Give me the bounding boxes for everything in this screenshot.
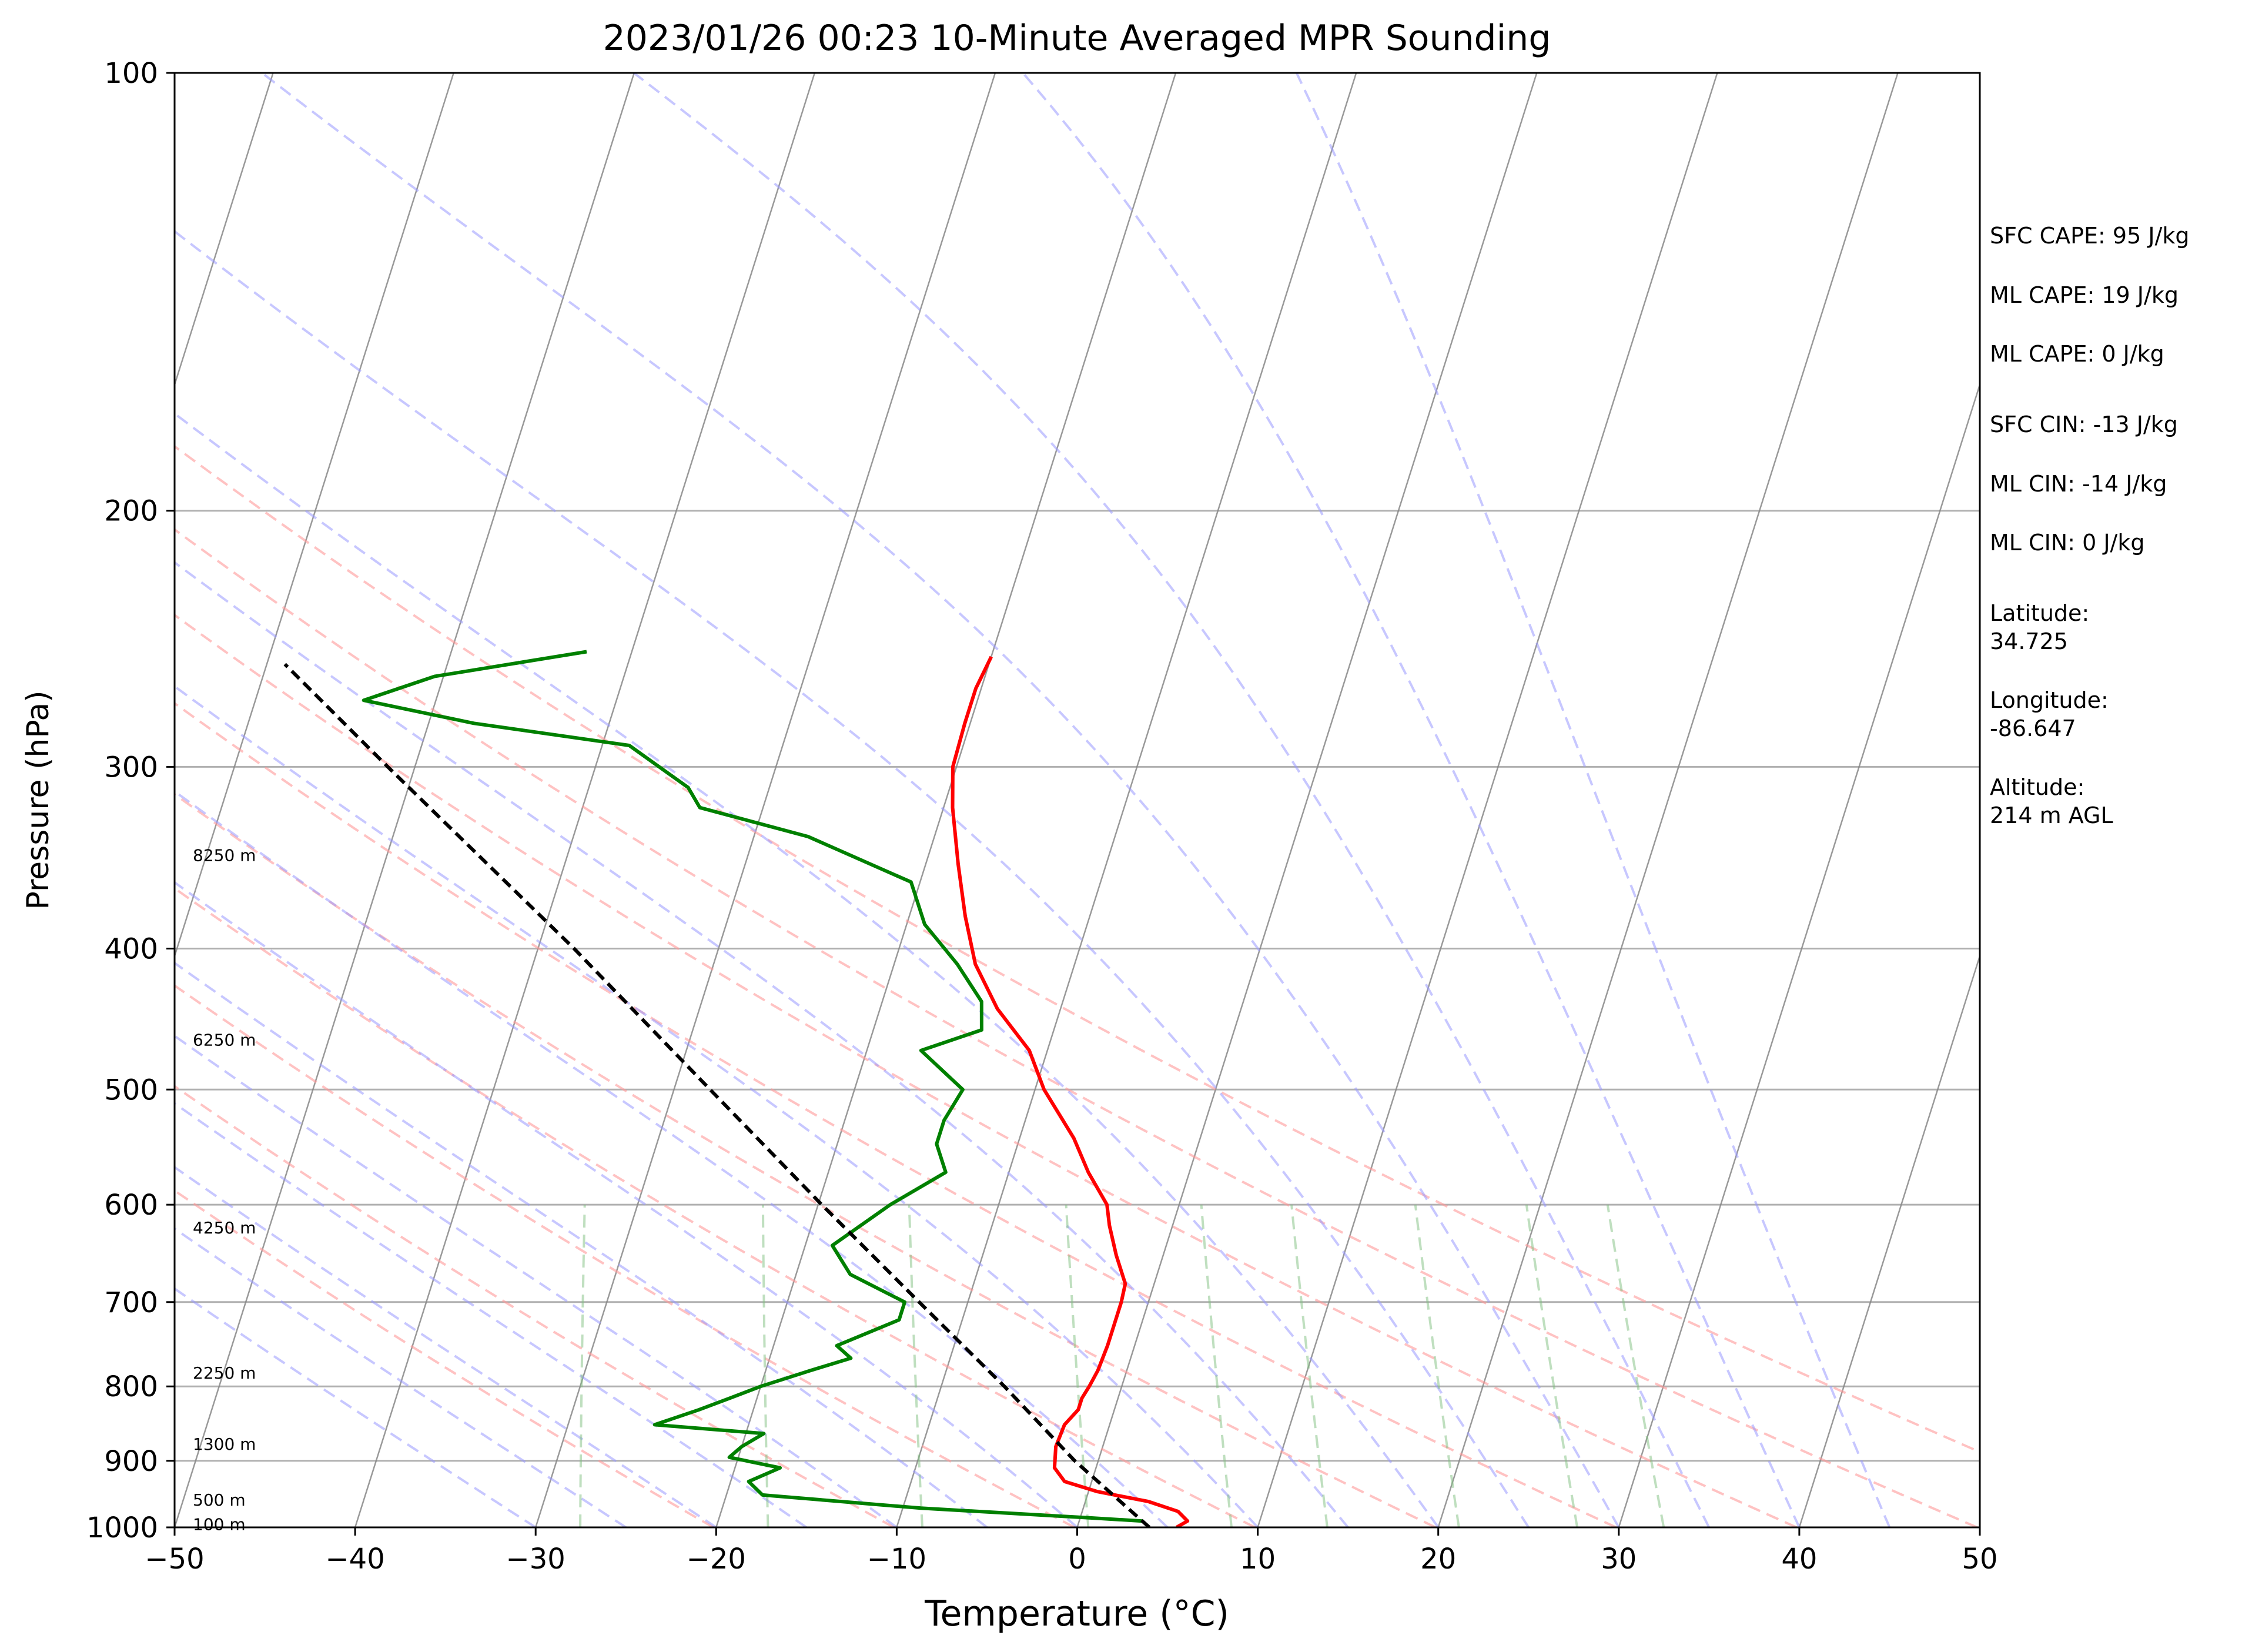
isotherm-line — [1257, 73, 1718, 1527]
sounding-indices-panel: SFC CAPE: 95 J/kg ML CAPE: 19 J/kg ML CAPE… — [1990, 223, 2190, 828]
dry-adiabat-line — [175, 1189, 714, 1527]
isotherm-line — [535, 73, 996, 1527]
y-tick-label: 100 — [104, 57, 158, 90]
x-tick-label: 20 — [1420, 1543, 1456, 1576]
mixing-ratio-line — [1290, 1204, 1329, 1527]
sounding-index-text: SFC CAPE: 95 J/kg — [1990, 223, 2190, 249]
isotherm-line — [175, 73, 635, 1527]
sounding-lines — [283, 650, 1190, 1527]
moist-adiabat-line — [175, 790, 1169, 1527]
y-tick-label: 1000 — [86, 1511, 158, 1544]
isotherm-line — [1437, 73, 1899, 1527]
plot-frame — [173, 72, 1981, 1529]
x-axis-label: Temperature (°C) — [924, 1593, 1229, 1634]
temperature-line — [951, 656, 1190, 1527]
moist-adiabat-line — [175, 229, 1530, 1527]
y-tick-label: 200 — [104, 495, 158, 528]
x-tick-label: −50 — [145, 1543, 204, 1576]
y-tick-label: 400 — [104, 932, 158, 965]
dry-adiabat-line — [175, 984, 1075, 1527]
dry-adiabat-line — [175, 528, 1978, 1527]
y-tick-label: 600 — [104, 1189, 158, 1222]
x-tick-label: 40 — [1781, 1543, 1817, 1576]
mixing-ratio-line — [1414, 1204, 1460, 1527]
dewpoint-line — [362, 650, 1143, 1523]
x-tick-label: 0 — [1068, 1543, 1086, 1576]
dry-adiabat-line — [175, 701, 1617, 1527]
isotherm-line — [715, 73, 1177, 1527]
isotherm-line — [1798, 954, 1980, 1527]
y-tick-label: 700 — [104, 1286, 158, 1319]
parcel_profile-line — [283, 663, 1151, 1527]
moist-adiabat-line — [1022, 73, 1801, 1527]
x-tick-label: −10 — [867, 1543, 926, 1576]
location-value: 34.725 — [1990, 628, 2068, 654]
dry-adiabat-line — [175, 613, 1798, 1527]
location-label: Altitude: — [1990, 774, 2084, 800]
mixing-ratio-line — [908, 1205, 923, 1527]
moist-adiabat-line — [261, 73, 1620, 1527]
isotherm-line — [1618, 382, 1980, 1527]
height-label: 500 m — [193, 1490, 246, 1510]
mixing-ratio-line — [1606, 1204, 1665, 1527]
moist-adiabat-line — [175, 561, 1349, 1527]
chart-title: 2023/01/26 00:23 10-Minute Averaged MPR … — [603, 18, 1551, 59]
sounding-index-text: ML CAPE: 19 J/kg — [1990, 282, 2179, 308]
moist-adiabat-line — [175, 961, 988, 1527]
height-label: 100 m — [193, 1515, 246, 1534]
axis-ticks: −50 −40 −30 −20 −10 0 10 20 30 40 50 1000 900 800 700 6… — [86, 57, 1998, 1576]
location-label: Latitude: — [1990, 600, 2089, 626]
x-tick-label: −20 — [687, 1543, 746, 1576]
isotherm-line — [896, 73, 1357, 1527]
sounding-index-text: ML CIN: -14 J/kg — [1990, 471, 2167, 497]
mixing-ratio-line — [1065, 1204, 1090, 1527]
height-label: 1300 m — [193, 1434, 256, 1454]
height-label: 4250 m — [193, 1218, 256, 1238]
location-value: -86.647 — [1990, 715, 2076, 741]
y-tick-label: 800 — [104, 1370, 158, 1403]
y-tick-label: 300 — [104, 751, 158, 784]
x-tick-label: −30 — [506, 1543, 565, 1576]
isotherm-line — [354, 73, 816, 1527]
location-value: 214 m AGL — [1990, 802, 2113, 828]
y-tick-label: 500 — [104, 1074, 158, 1106]
x-tick-label: −40 — [325, 1543, 384, 1576]
x-tick-label: 10 — [1240, 1543, 1276, 1576]
isotherm-line — [1076, 73, 1538, 1527]
x-tick-label: 30 — [1601, 1543, 1637, 1576]
x-tick-label: 50 — [1962, 1543, 1997, 1576]
height-label: 6250 m — [193, 1030, 256, 1049]
height-label: 2250 m — [193, 1363, 256, 1383]
location-label: Longitude: — [1990, 687, 2109, 713]
y-axis-label: Pressure (hPa) — [21, 691, 56, 910]
y-tick-label: 900 — [104, 1445, 158, 1478]
dry-adiabat-line — [175, 444, 1980, 1453]
sounding-index-text: ML CIN: 0 J/kg — [1990, 530, 2144, 556]
moist-adiabat-line — [633, 73, 1711, 1527]
moist-adiabat-line — [175, 1227, 627, 1527]
moist-adiabat-line — [175, 684, 1259, 1527]
isotherm-line — [175, 73, 274, 387]
height-labels: 100 m 500 m 1300 m 2250 m 4250 m 6250 m 8250 m — [193, 846, 256, 1534]
background-lines — [175, 73, 1980, 1527]
moist-adiabat-line — [175, 1287, 537, 1527]
isotherm-line — [175, 73, 454, 959]
sounding-index-text: ML CAPE: 0 J/kg — [1990, 341, 2164, 367]
dry-adiabat-line — [175, 792, 1436, 1527]
height-label: 8250 m — [193, 846, 256, 865]
moist-adiabat-line — [175, 412, 1440, 1527]
sounding-index-text: SFC CIN: -13 J/kg — [1990, 412, 2178, 437]
mixing-ratio-line — [1200, 1204, 1233, 1527]
moist-adiabat-line — [1295, 73, 1891, 1527]
dry-adiabat-line — [175, 1085, 895, 1527]
mixing-ratio-line — [1525, 1204, 1579, 1527]
moist-adiabat-line — [175, 881, 1078, 1527]
mixing-ratio-line — [579, 1205, 586, 1527]
moist-adiabat-line — [175, 1165, 717, 1527]
